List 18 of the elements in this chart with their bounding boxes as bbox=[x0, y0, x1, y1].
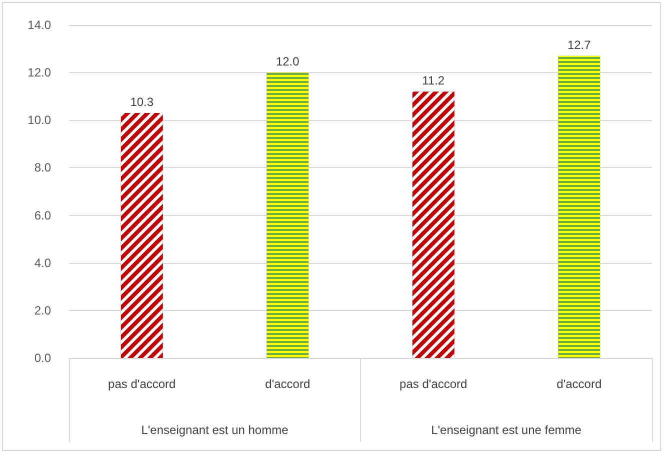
x-tick-label: pas d'accord bbox=[400, 377, 468, 391]
y-tick-label: 12.0 bbox=[28, 66, 52, 80]
x-tick-label: d'accord bbox=[265, 377, 310, 391]
data-label: 12.7 bbox=[567, 38, 592, 52]
data-label: 12.0 bbox=[276, 54, 300, 69]
y-tick-label: 10.0 bbox=[28, 113, 52, 128]
data-label: 11.2 bbox=[422, 74, 445, 88]
data-label: 10.3 bbox=[130, 95, 154, 110]
text: L'enseignant est un homme bbox=[141, 423, 289, 437]
x-tick-label: d'accord bbox=[556, 377, 602, 391]
y-tick-label: 6.0 bbox=[34, 208, 52, 222]
y-tick-label: 8.0 bbox=[34, 160, 52, 175]
y-tick-label: 0.0 bbox=[34, 351, 52, 365]
y-tick-label: 4.0 bbox=[34, 256, 52, 270]
y-tick-label: 2.0 bbox=[34, 303, 52, 318]
x-tick-label: pas d'accord bbox=[108, 377, 176, 391]
y-tick-label: 14.0 bbox=[28, 18, 52, 32]
text: L'enseignant est une femme bbox=[431, 423, 582, 437]
